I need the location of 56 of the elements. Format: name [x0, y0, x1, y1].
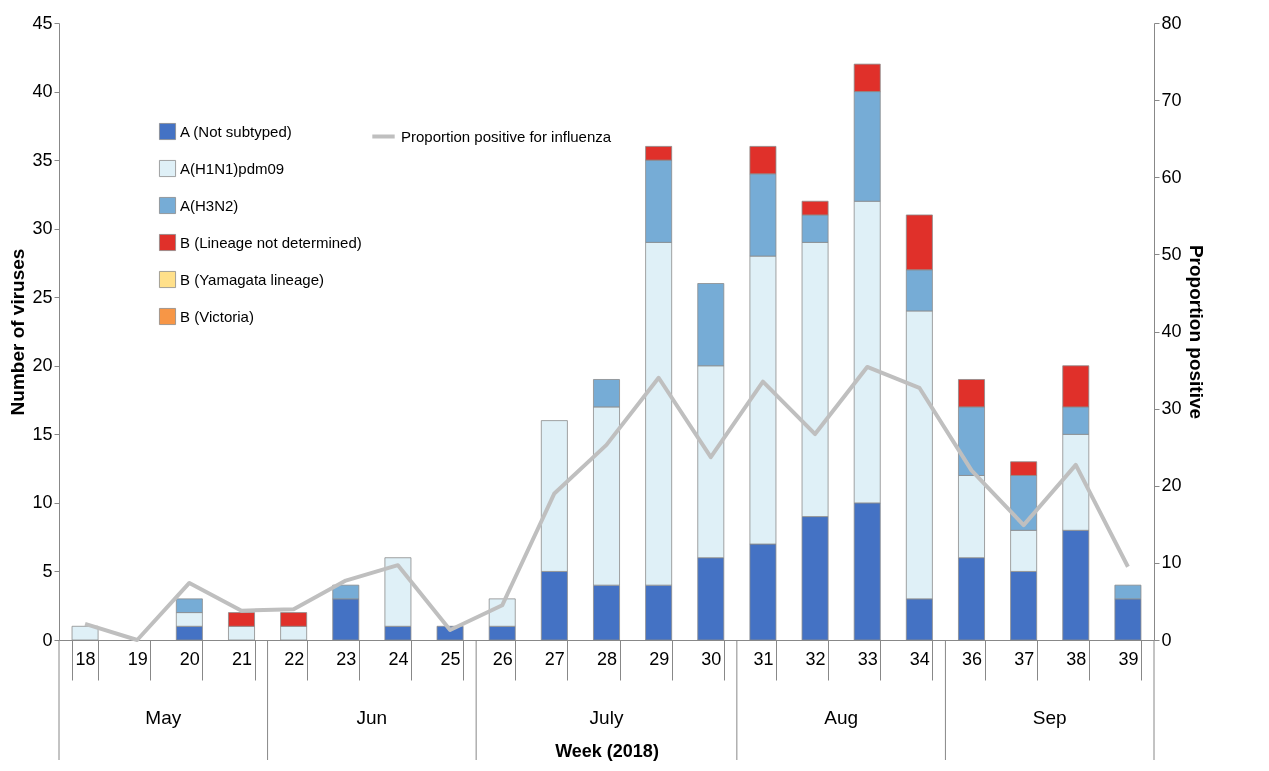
text: May — [145, 707, 182, 728]
legend-label: B (Victoria) — [180, 307, 254, 325]
legend-label: B (Yamagata lineage) — [180, 270, 324, 288]
y-tick-label: 30 — [32, 218, 53, 239]
y-tick-label: 15 — [32, 423, 53, 444]
y2-tick-label: 0 — [1161, 629, 1172, 650]
x-axis-title: Week (2018) — [555, 741, 659, 761]
x-tick-label: 22 — [284, 648, 305, 669]
text: Aug — [824, 707, 859, 728]
legend-label: B (Lineage not determined) — [180, 233, 362, 251]
y2-tick-label: 20 — [1161, 475, 1182, 496]
x-tick-label: 26 — [492, 648, 513, 669]
x-tick-label: 25 — [440, 648, 461, 669]
x-tick-label: 37 — [1014, 648, 1035, 669]
x-tick-label: 20 — [179, 648, 200, 669]
y-tick-label: 10 — [32, 492, 53, 513]
x-tick-label: 32 — [805, 648, 826, 669]
y2-tick-label: 30 — [1161, 398, 1182, 419]
x-tick-label: 33 — [857, 648, 878, 669]
legend-label: A(H1N1)pdm09 — [180, 159, 285, 177]
legend-label: Proportion positive for influenza — [401, 127, 612, 145]
x-tick-label: 24 — [388, 648, 409, 669]
text: Sep — [1032, 707, 1067, 728]
x-tick-label: 30 — [701, 648, 722, 669]
x-tick-label: 21 — [231, 648, 253, 669]
line-series — [83, 364, 1130, 642]
y-tick-label: 0 — [42, 629, 53, 650]
x-tick-label: 28 — [596, 648, 618, 669]
legend-label: A (Not subtyped) — [180, 122, 292, 140]
x-tick-label: 19 — [127, 648, 148, 669]
text: July — [589, 707, 624, 728]
y-tick-label: 5 — [42, 560, 53, 581]
y-axis-title: Number of viruses — [7, 248, 29, 416]
x-tick-label: 34 — [909, 648, 930, 669]
x-tick-label: 29 — [649, 648, 670, 669]
x-tick-label: 36 — [961, 648, 983, 669]
y-tick-label: 40 — [32, 81, 53, 102]
x-tick-label: 31 — [753, 648, 774, 669]
y2-tick-label: 60 — [1161, 166, 1182, 187]
y2-axis-title: Proportion positive — [1185, 244, 1207, 420]
x-tick-label: 18 — [75, 648, 96, 669]
x-tick-label: 23 — [336, 648, 357, 669]
y2-tick-label: 80 — [1161, 12, 1182, 33]
y2-tick-label: 50 — [1161, 243, 1182, 264]
y-tick-label: 45 — [32, 12, 53, 33]
y2-tick-label: 70 — [1161, 89, 1182, 110]
x-tick-label: 27 — [544, 648, 565, 669]
x-tick-label: 39 — [1118, 648, 1139, 669]
x-tick-label: 38 — [1066, 648, 1087, 669]
text: Jun — [356, 707, 388, 728]
legend-label: A(H3N2) — [180, 196, 239, 214]
y2-tick-label: 10 — [1161, 552, 1182, 573]
y2-tick-label: 40 — [1161, 321, 1182, 341]
y-tick-label: 35 — [32, 149, 53, 170]
y-tick-label: 25 — [32, 286, 53, 307]
y-tick-label: 20 — [32, 355, 53, 376]
